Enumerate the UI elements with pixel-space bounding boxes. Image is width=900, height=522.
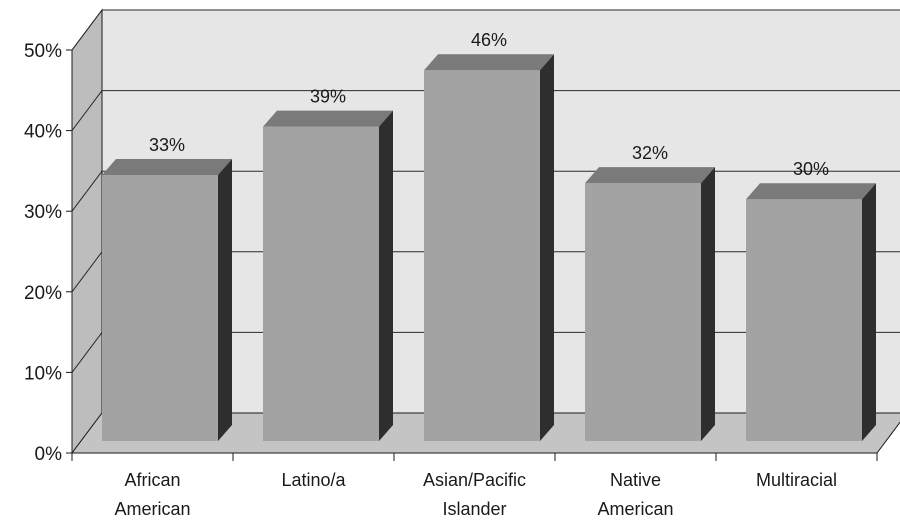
bar-side bbox=[379, 110, 393, 441]
bar-top bbox=[263, 110, 393, 127]
x-category-label: Native American bbox=[597, 470, 673, 519]
x-category-label-line: Islander bbox=[442, 499, 506, 519]
x-axis: African American Latino/a Asian/Pacific Isla… bbox=[71, 452, 878, 519]
bar-top bbox=[746, 183, 876, 200]
bar-front bbox=[585, 183, 701, 441]
y-tick-label: 10% bbox=[24, 363, 62, 384]
bar: 32% bbox=[585, 143, 715, 441]
bar-front bbox=[746, 199, 862, 441]
bar: 33% bbox=[102, 135, 232, 441]
x-category-label-line: Multiracial bbox=[756, 470, 837, 490]
bars: 33% 39% 46% 32% 30% bbox=[102, 30, 876, 442]
bar-front bbox=[263, 126, 379, 441]
gridline-side bbox=[71, 9, 103, 51]
bar-top bbox=[102, 159, 232, 176]
bar-front bbox=[102, 175, 218, 441]
gridline-side bbox=[71, 170, 103, 212]
side-wall bbox=[71, 8, 103, 455]
y-tick-label: 40% bbox=[24, 122, 62, 143]
x-category-label: African American bbox=[114, 470, 190, 519]
bar: 30% bbox=[746, 159, 876, 441]
bar-side bbox=[862, 183, 876, 441]
bar-value-label: 46% bbox=[471, 30, 507, 50]
x-category-label-line: American bbox=[114, 499, 190, 519]
gridline-side bbox=[71, 251, 103, 293]
x-category-label-line: Native bbox=[610, 470, 661, 490]
x-category-label-line: African bbox=[124, 470, 180, 490]
bar-front bbox=[424, 70, 540, 442]
y-tick-label: 50% bbox=[24, 41, 62, 62]
x-category-label-line: Asian/Pacific bbox=[423, 470, 526, 490]
x-category-label: Multiracial bbox=[756, 470, 837, 490]
gridline-side bbox=[71, 90, 103, 131]
x-category-label-line: American bbox=[597, 499, 673, 519]
y-tick-label: 20% bbox=[24, 283, 62, 304]
bar-side bbox=[540, 54, 554, 442]
y-axis: 0% 10% 20% 30% 40% 50% bbox=[24, 41, 73, 465]
x-category-label: Latino/a bbox=[281, 470, 346, 490]
bar-top bbox=[585, 167, 715, 184]
x-category-label: Asian/Pacific Islander bbox=[423, 470, 526, 519]
x-category-label-line: Latino/a bbox=[281, 470, 346, 490]
bar-value-label: 32% bbox=[632, 143, 668, 163]
y-tick-label: 0% bbox=[35, 444, 63, 465]
bar-side bbox=[701, 167, 715, 441]
bar-value-label: 33% bbox=[149, 135, 185, 155]
bar-value-label: 39% bbox=[310, 87, 346, 107]
gridline-side bbox=[71, 332, 103, 373]
bar: 39% bbox=[263, 87, 393, 441]
bar-side bbox=[218, 159, 232, 441]
bar-value-label: 30% bbox=[793, 159, 829, 179]
bar-top bbox=[424, 54, 554, 71]
bar: 46% bbox=[424, 30, 554, 442]
y-tick-label: 30% bbox=[24, 202, 62, 223]
